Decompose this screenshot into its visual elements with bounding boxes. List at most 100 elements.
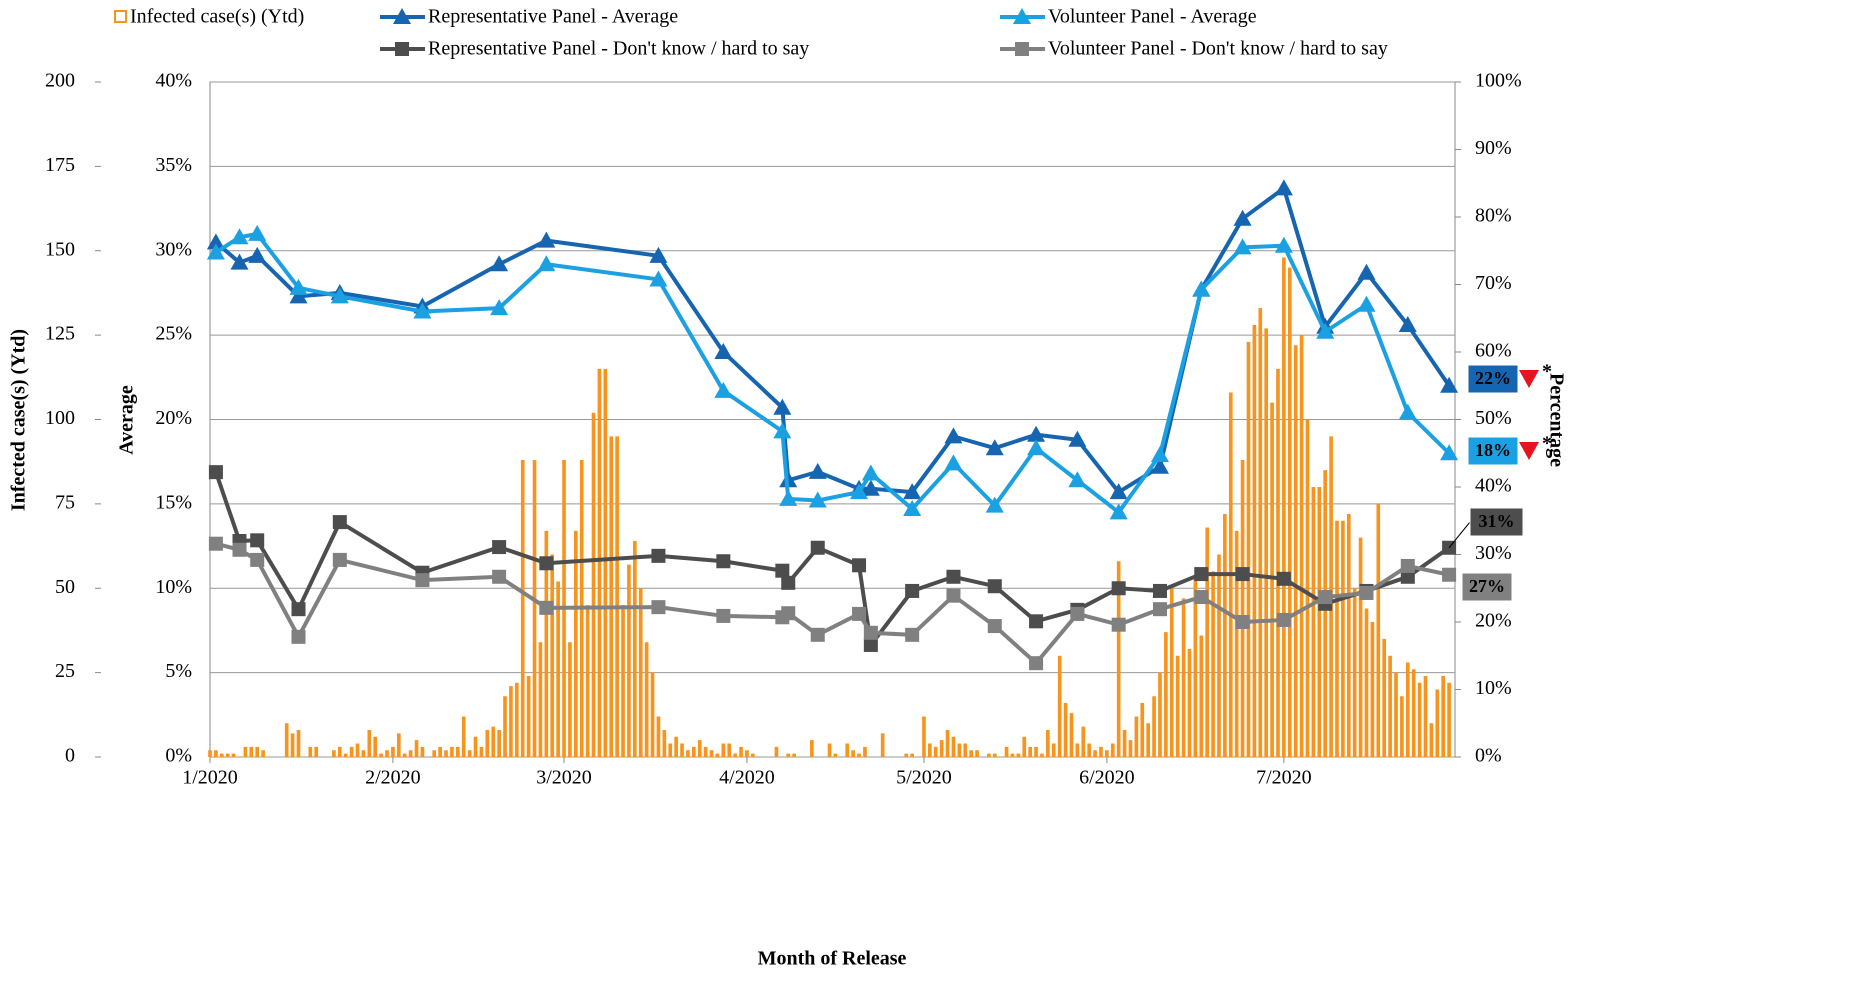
bar xyxy=(503,696,507,757)
bar xyxy=(1093,750,1097,757)
bar xyxy=(432,750,437,757)
bar xyxy=(603,368,608,757)
y-tick-label: 25 xyxy=(55,660,75,682)
bar xyxy=(343,753,348,757)
point xyxy=(291,629,306,644)
bar xyxy=(1040,753,1044,757)
point xyxy=(775,563,790,578)
point xyxy=(1235,615,1250,629)
bar xyxy=(1181,598,1186,757)
point xyxy=(492,569,507,584)
bar xyxy=(910,753,914,757)
point xyxy=(415,573,430,588)
bar xyxy=(373,736,378,757)
point xyxy=(852,606,867,621)
point xyxy=(1029,656,1044,671)
bar xyxy=(214,750,218,757)
point xyxy=(1152,583,1167,598)
bar xyxy=(497,730,501,757)
y2-tick-label: 30% xyxy=(155,238,192,260)
point xyxy=(716,554,731,569)
point xyxy=(810,540,825,555)
bar xyxy=(1311,487,1316,757)
significance-flag: * xyxy=(1542,433,1552,455)
point xyxy=(1192,280,1211,297)
x-tick-label: 4/2020 xyxy=(719,767,775,789)
x-tick-label: 3/2020 xyxy=(536,767,592,789)
bar xyxy=(526,676,531,757)
y2-tick-label: 5% xyxy=(165,660,192,682)
point xyxy=(1442,567,1457,582)
bar xyxy=(361,750,366,757)
bar xyxy=(851,750,855,757)
point xyxy=(905,627,920,642)
bar xyxy=(863,746,867,757)
bar xyxy=(656,716,661,757)
point xyxy=(413,302,432,319)
point xyxy=(1357,263,1376,280)
bar xyxy=(1370,622,1375,757)
legend-label: Representative Panel - Don't know / hard… xyxy=(428,38,809,60)
bar xyxy=(438,746,442,757)
bar xyxy=(633,541,637,757)
end-label: 31% xyxy=(1479,511,1515,531)
bar xyxy=(296,730,301,757)
bar xyxy=(385,750,389,757)
point xyxy=(852,558,867,573)
bar xyxy=(1099,746,1103,757)
bar xyxy=(408,750,413,757)
bar xyxy=(1435,689,1440,757)
bar xyxy=(591,412,596,757)
point xyxy=(250,533,265,548)
bar xyxy=(1105,750,1109,757)
bar xyxy=(243,746,248,757)
point xyxy=(289,287,308,304)
y3-tick-label: 70% xyxy=(1475,272,1512,294)
bar xyxy=(945,730,950,757)
point xyxy=(779,489,798,506)
point xyxy=(850,483,869,500)
bar xyxy=(455,746,460,757)
bar xyxy=(1169,588,1174,757)
bar xyxy=(668,743,673,757)
point xyxy=(208,536,223,551)
bar xyxy=(1423,676,1428,757)
end-label: 27% xyxy=(1469,576,1505,596)
bar xyxy=(1264,328,1269,757)
bar xyxy=(621,605,625,757)
point xyxy=(861,464,880,481)
y3-tick-label: 80% xyxy=(1475,205,1512,227)
bar xyxy=(367,730,372,757)
bar xyxy=(514,682,519,757)
bar xyxy=(1252,325,1257,757)
point xyxy=(1274,179,1293,196)
bar xyxy=(638,588,643,757)
bar xyxy=(792,753,796,757)
point xyxy=(248,246,267,263)
bar xyxy=(1016,753,1021,757)
bar xyxy=(520,460,525,757)
line xyxy=(214,185,1451,495)
bar xyxy=(1346,514,1351,757)
point xyxy=(1111,617,1126,632)
point xyxy=(781,575,796,590)
point xyxy=(714,381,733,398)
point xyxy=(985,496,1004,513)
bar xyxy=(1282,257,1286,757)
point xyxy=(490,255,509,272)
point xyxy=(714,343,733,359)
bar xyxy=(1063,703,1068,757)
bar xyxy=(1187,649,1192,757)
point xyxy=(1027,425,1046,442)
bar xyxy=(928,743,932,757)
point xyxy=(539,600,554,615)
point xyxy=(330,287,349,304)
bar xyxy=(1134,716,1139,757)
bar xyxy=(721,743,726,757)
bar xyxy=(491,726,496,757)
bar xyxy=(1158,672,1162,757)
y-tick-label: 200 xyxy=(45,70,75,92)
y3-tick-label: 10% xyxy=(1475,677,1512,699)
legend-label: Representative Panel - Average xyxy=(428,6,678,28)
bar xyxy=(963,743,968,757)
